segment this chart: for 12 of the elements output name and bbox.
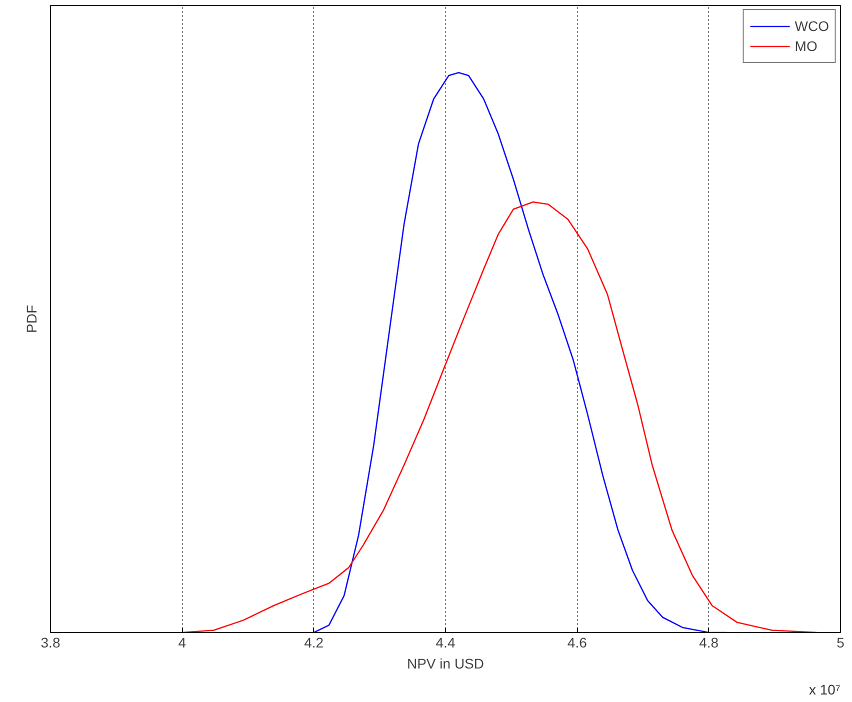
x-tick-label: 5: [836, 634, 845, 650]
x-tick-label: 4.6: [567, 634, 588, 650]
legend-label: MO: [794, 38, 818, 54]
x-tick-label: 4.8: [699, 634, 719, 650]
x-tick-label: 4.4: [436, 634, 456, 650]
text: x 10⁷: [808, 682, 841, 698]
x-tick-label: 4.2: [304, 634, 324, 650]
x-tick-label: 4: [178, 634, 186, 650]
x-axis-title: NPV in USD: [406, 656, 484, 672]
legend-label: WCO: [794, 18, 829, 34]
y-axis-title: PDF: [24, 305, 40, 333]
x-tick-label: 3.8: [40, 634, 60, 650]
